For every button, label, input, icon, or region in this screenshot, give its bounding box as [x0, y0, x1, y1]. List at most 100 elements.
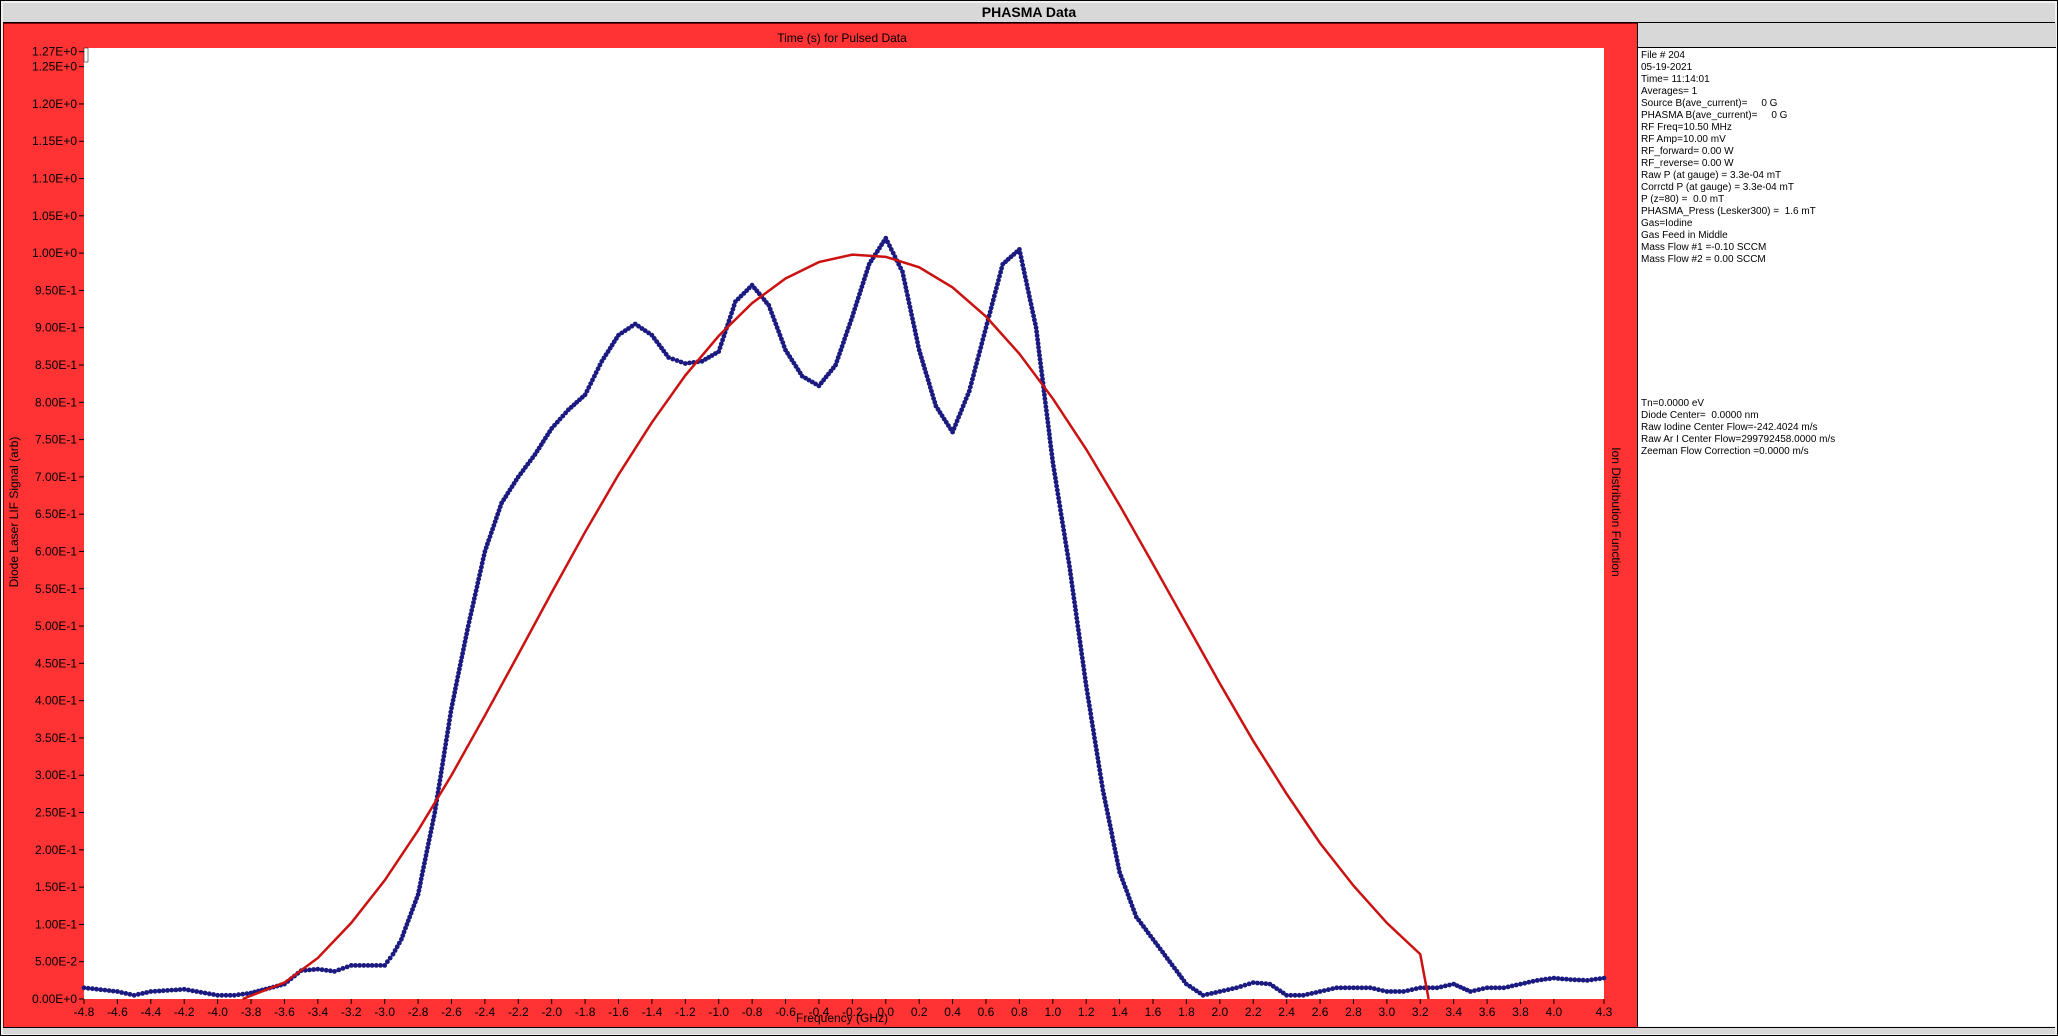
data-point: [1042, 396, 1048, 402]
data-point: [970, 376, 975, 382]
data-point: [772, 317, 777, 323]
data-point: [1114, 854, 1119, 859]
data-point: [1513, 982, 1519, 988]
data-point: [904, 288, 909, 294]
data-point: [202, 990, 208, 996]
data-point: [115, 989, 120, 994]
data-point: [452, 690, 458, 695]
cursor-marker[interactable]: [83, 47, 89, 63]
data-point: [720, 337, 725, 343]
data-point: [687, 360, 692, 366]
data-point: [1274, 986, 1279, 991]
data-point: [1046, 424, 1051, 429]
data-point: [340, 966, 346, 971]
data-point: [1380, 988, 1386, 993]
data-point: [973, 364, 978, 370]
data-point: [1044, 408, 1049, 413]
data-point: [1031, 313, 1036, 319]
data-point: [1017, 250, 1023, 256]
plot-area: [84, 48, 1604, 999]
data-point: [1376, 987, 1381, 993]
data-point: [443, 741, 449, 747]
data-point: [497, 504, 503, 510]
data-point: [1129, 903, 1135, 909]
data-point: [418, 880, 423, 886]
data-point: [416, 888, 422, 894]
x-tick-label: -1.8: [575, 1005, 596, 1019]
data-point: [85, 985, 91, 991]
data-point: [1103, 803, 1109, 809]
data-point: [1363, 985, 1369, 991]
data-point: [1113, 850, 1118, 856]
data-point: [590, 377, 595, 383]
data-point: [1505, 984, 1511, 990]
window-title: PHASMA Data: [3, 3, 2055, 23]
data-point: [1405, 988, 1411, 993]
data-point: [1094, 751, 1100, 757]
data-point: [474, 584, 480, 590]
data-point: [1102, 799, 1108, 805]
info-line: RF_reverse= 0.00 W: [1641, 158, 1734, 169]
data-point: [1099, 779, 1104, 785]
data-point: [440, 757, 446, 763]
data-point: [956, 414, 961, 420]
data-point: [348, 963, 354, 968]
x-tick-label: 2.0: [1211, 1005, 1228, 1019]
data-point: [486, 537, 492, 543]
data-point: [980, 337, 986, 342]
data-point: [1069, 579, 1075, 585]
data-point: [907, 304, 913, 310]
data-point: [1079, 655, 1085, 661]
data-point: [908, 308, 914, 314]
data-point: [780, 340, 786, 345]
data-point: [177, 987, 183, 992]
data-point: [244, 991, 250, 996]
data-point: [430, 821, 435, 827]
data-point: [427, 833, 433, 839]
x-tick-label: -3.4: [308, 1005, 329, 1019]
data-point: [1122, 884, 1128, 890]
data-point: [972, 368, 977, 374]
x-tick-label: -4.0: [207, 1005, 228, 1019]
data-point: [1321, 988, 1327, 993]
data-point: [403, 925, 408, 931]
y-tick-label: 4.00E-1: [35, 694, 77, 708]
y-tick-label: 0.00E+0: [32, 992, 77, 1006]
info-panel: File # 204 05-19-2021 Time= 11:14:01 Averag…: [1637, 23, 2056, 1026]
data-point: [731, 303, 737, 308]
data-point: [1118, 873, 1124, 879]
data-point: [962, 399, 968, 405]
data-point: [642, 328, 648, 334]
x-axis-label: Frequency (GHz): [796, 1011, 888, 1025]
data-point: [450, 697, 456, 703]
data-point: [90, 986, 95, 992]
data-point: [404, 922, 410, 927]
data-point: [1022, 274, 1028, 280]
data-point: [864, 269, 870, 275]
data-point: [1263, 981, 1269, 987]
data-point: [1355, 985, 1360, 991]
data-point: [190, 988, 196, 994]
data-point: [443, 737, 449, 743]
data-point: [996, 277, 1001, 283]
data-point: [1409, 987, 1415, 993]
data-point: [140, 991, 145, 996]
data-point: [418, 876, 424, 882]
data-point: [472, 592, 478, 598]
data-point: [102, 987, 108, 993]
data-point: [1572, 977, 1578, 983]
data-point: [1047, 439, 1053, 445]
data-point: [727, 314, 733, 320]
data-point: [1217, 989, 1223, 994]
data-point: [1111, 842, 1117, 848]
data-point: [1371, 986, 1377, 992]
data-point: [960, 403, 966, 409]
data-point: [1051, 467, 1057, 473]
data-point: [1209, 991, 1214, 996]
data-point: [987, 309, 993, 315]
data-point: [770, 314, 776, 319]
data-point: [1063, 539, 1068, 545]
data-point: [1039, 372, 1045, 378]
y-tick-label: 1.00E+0: [32, 246, 77, 260]
data-point: [1194, 988, 1199, 994]
